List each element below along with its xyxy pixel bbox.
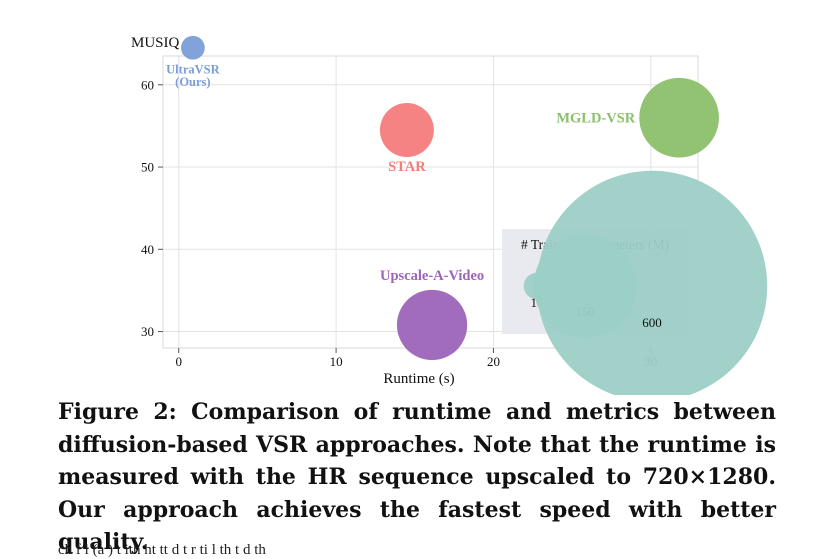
y-axis-ticks: 30 40 50 60 (141, 77, 163, 339)
y-tick-label: 50 (141, 160, 154, 175)
y-tick-label: 60 (141, 77, 154, 92)
figure-caption: Figure 2: Comparison of runtime and metr… (58, 399, 776, 555)
size-legend: # Trainable parameters (M)10150600 (502, 170, 768, 395)
x-tick-label: 10 (330, 354, 343, 369)
data-point (639, 77, 719, 158)
data-point (181, 35, 205, 60)
legend-circle (536, 170, 768, 395)
data-points: UltraVSR(Ours) STAR MGLD-VSR Upscale-A-Vide… (166, 35, 719, 361)
data-point-label: UltraVSR (166, 63, 220, 77)
y-tick-label: 40 (141, 242, 154, 257)
legend-label: 600 (642, 315, 662, 330)
x-tick-label: 0 (175, 354, 182, 369)
data-point-label: (Ours) (175, 75, 210, 89)
body-text-cutoff: ch f l (a ) t ith ht tt d t r ti l th t … (58, 542, 266, 558)
data-point-label: MGLD-VSR (556, 111, 635, 127)
y-axis-label: MUSIQ (131, 35, 180, 51)
data-point-label: Upscale-A-Video (380, 268, 484, 284)
data-point-label: STAR (388, 159, 426, 175)
data-point (379, 103, 434, 158)
x-tick-label: 20 (487, 354, 500, 369)
data-point (396, 289, 468, 361)
y-tick-label: 30 (141, 324, 154, 339)
runtime-vs-musiq-chart: 0 10 20 30 30 40 50 60 MUSIQ Runtime (s) # Tra… (131, 35, 768, 395)
x-axis-label: Runtime (s) (383, 371, 454, 387)
